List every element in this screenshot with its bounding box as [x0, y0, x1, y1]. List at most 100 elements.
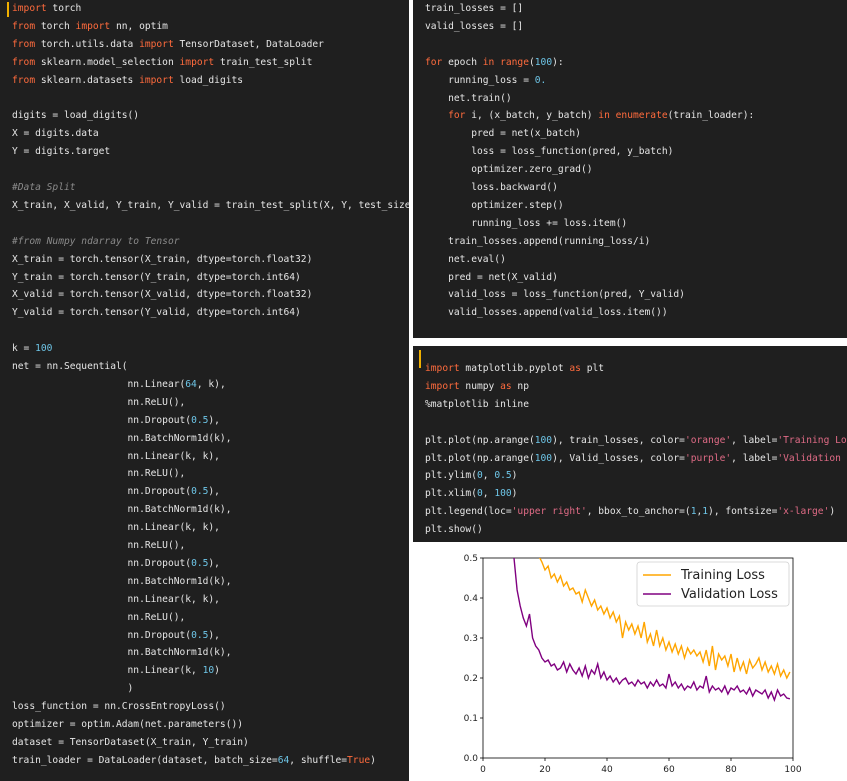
y-tick-label: 0.4 — [464, 594, 479, 604]
code-token: nn.BatchNorm1d(k), — [12, 432, 232, 444]
code-line: optimizer.step() — [425, 197, 563, 215]
validation-loss-line — [513, 558, 791, 703]
code-cell-training-loop[interactable]: train_losses = [] valid_losses = [] for ep… — [413, 0, 847, 338]
code-token: ), train_losses, color= — [552, 434, 685, 446]
code-token: plt.xlim( — [425, 488, 477, 500]
x-tick-label: 60 — [663, 765, 675, 775]
code-line: from torch import nn, optim — [12, 18, 168, 36]
code-token: nn.Dropout( — [12, 629, 192, 641]
code-line: nn.Linear(k, k), — [12, 591, 220, 609]
code-token: from — [12, 56, 36, 68]
code-token: running_loss = — [425, 74, 535, 86]
code-line: import numpy as np — [425, 378, 529, 396]
code-token: %matplotlib inline — [425, 398, 529, 410]
code-token: , bbox_to_anchor=( — [586, 506, 691, 518]
code-token: loss = loss_function(pred, y_batch) — [425, 146, 674, 158]
code-token: valid_losses.append(valid_loss.item()) — [425, 307, 668, 319]
code-token: import — [12, 3, 47, 14]
code-line: import matplotlib.pyplot as plt — [425, 360, 604, 378]
code-line: loss = loss_function(pred, y_batch) — [425, 143, 673, 161]
code-token: plt.show() — [425, 524, 483, 536]
code-token: True — [347, 754, 371, 766]
code-line: ) — [12, 680, 134, 698]
code-token: nn.ReLU(), — [12, 396, 186, 408]
code-token: 'upper right' — [511, 506, 587, 518]
code-token: ), — [208, 414, 220, 426]
code-line: digits = load_digits() — [12, 107, 139, 125]
code-line: plt.show() — [425, 521, 483, 539]
code-token — [425, 110, 448, 121]
code-token: , k), — [196, 378, 226, 390]
code-token: 64 — [185, 378, 197, 390]
code-line: #Data Split — [12, 179, 76, 197]
code-token: in — [482, 56, 495, 68]
code-line: nn.Dropout(0.5), — [12, 627, 220, 645]
code-line: import torch — [12, 0, 81, 18]
x-tick-label: 40 — [601, 765, 613, 775]
code-token: optimizer.zero_grad() — [425, 164, 593, 176]
code-token: net = nn.Sequential( — [12, 361, 128, 372]
code-token: running_loss += loss.item() — [425, 217, 628, 229]
code-token: for — [448, 110, 466, 122]
cell-focus-indicator — [419, 350, 421, 368]
code-token: 100 — [534, 434, 553, 446]
code-token: net.eval() — [425, 253, 506, 265]
code-token: 'x-large' — [777, 506, 830, 518]
code-line: X_train = torch.tensor(X_train, dtype=to… — [12, 251, 312, 269]
code-line: plt.xlim(0, 100) — [425, 485, 517, 503]
code-token: nn.ReLU(), — [12, 468, 186, 480]
code-token: plt — [580, 363, 605, 374]
code-token: optimizer = optim.Adam(net.parameters()) — [12, 719, 244, 730]
code-token: 'orange' — [684, 434, 732, 446]
code-token: import — [425, 363, 460, 374]
code-line: pred = net(x_batch) — [425, 125, 581, 143]
y-axis-ticks: 0.0 0.1 0.2 0.3 0.4 0.5 — [464, 554, 483, 764]
code-line: plt.plot(np.arange(100), train_losses, c… — [425, 432, 847, 450]
code-line: train_losses = [] — [425, 0, 523, 18]
code-token: ), fontsize= — [708, 506, 778, 518]
code-token: from — [12, 74, 36, 86]
code-line: net.eval() — [425, 251, 506, 269]
code-cell-imports-model[interactable]: import torch from torch import nn, optim f… — [0, 0, 409, 781]
code-line: X_valid = torch.tensor(X_valid, dtype=to… — [12, 286, 312, 304]
code-token: ) — [511, 470, 518, 482]
code-token: digits = load_digits() — [12, 110, 140, 122]
code-line: nn.ReLU(), — [12, 465, 186, 483]
code-line: nn.ReLU(), — [12, 394, 186, 412]
code-token: ), — [208, 486, 220, 498]
code-line: optimizer = optim.Adam(net.parameters()) — [12, 716, 243, 734]
code-line: running_loss = 0. — [425, 72, 546, 90]
code-line: optimizer.zero_grad() — [425, 161, 593, 179]
code-token: 0.5 — [191, 414, 209, 426]
code-line: running_loss += loss.item() — [425, 215, 627, 233]
x-tick-label: 0 — [480, 765, 486, 775]
code-cell-plotting[interactable]: import matplotlib.pyplot as plt import nu… — [413, 346, 847, 542]
legend-label-validation: Validation Loss — [681, 587, 778, 602]
y-tick-label: 0.1 — [464, 714, 478, 724]
code-line: dataset = TensorDataset(X_train, Y_train… — [12, 734, 249, 752]
code-token: loss.backward() — [425, 182, 558, 193]
plot-area-frame — [482, 557, 794, 759]
code-token: import — [179, 56, 215, 68]
code-token: Y = digits.target — [12, 146, 111, 158]
code-token: 64 — [277, 754, 290, 766]
code-token: , — [482, 488, 495, 500]
code-token: matplotlib.pyplot — [459, 363, 570, 374]
x-tick-label: 100 — [784, 765, 801, 775]
code-line: from torch.utils.data import TensorDatas… — [12, 36, 324, 54]
code-token: import — [139, 38, 174, 50]
code-line: plt.ylim(0, 0.5) — [425, 467, 517, 485]
code-token: torch.utils.data — [35, 38, 140, 50]
code-token: as — [500, 380, 512, 392]
code-token: epoch — [442, 56, 483, 68]
code-token: nn, optim — [110, 20, 168, 32]
code-line: X = digits.data — [12, 125, 99, 143]
code-token: train_loader = DataLoader(dataset, batch… — [12, 754, 278, 766]
code-line: valid_loss = loss_function(pred, Y_valid… — [425, 286, 685, 304]
code-token: nn.Dropout( — [12, 486, 192, 498]
code-token: ), — [208, 557, 220, 569]
code-token: enumerate — [615, 110, 668, 122]
code-token: Y_train = torch.tensor(Y_train, dtype=to… — [12, 271, 301, 283]
code-token: X_valid = torch.tensor(X_valid, dtype=to… — [12, 289, 313, 301]
code-token: pred = net(X_valid) — [425, 271, 558, 283]
